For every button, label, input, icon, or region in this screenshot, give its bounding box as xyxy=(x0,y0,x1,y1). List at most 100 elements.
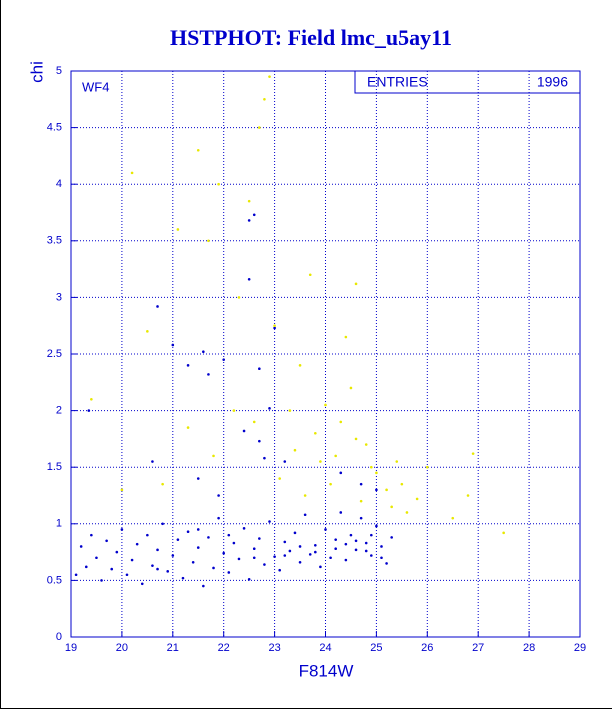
y-tick-label: 2.5 xyxy=(47,348,62,360)
x-axis-label: F814W xyxy=(299,661,354,680)
point xyxy=(380,556,383,560)
x-tick-label: 24 xyxy=(319,642,331,654)
point xyxy=(258,537,261,540)
point xyxy=(283,540,287,544)
point xyxy=(156,548,159,552)
point xyxy=(222,551,225,555)
point xyxy=(308,273,312,277)
point xyxy=(196,528,200,531)
point xyxy=(252,547,256,551)
point xyxy=(426,465,429,469)
point xyxy=(349,533,353,537)
point xyxy=(202,584,205,588)
point xyxy=(308,553,312,556)
stats-label: ENTRIES xyxy=(367,74,428,90)
point xyxy=(339,511,343,514)
point xyxy=(415,497,419,501)
point xyxy=(334,454,337,458)
point xyxy=(268,407,271,410)
point xyxy=(324,403,327,407)
point xyxy=(390,536,393,539)
point xyxy=(451,516,455,520)
point xyxy=(207,373,210,376)
point xyxy=(329,556,332,560)
point xyxy=(471,452,475,455)
point xyxy=(375,488,378,492)
point xyxy=(161,482,164,486)
x-tick-label: 27 xyxy=(472,642,484,654)
x-tick-label: 25 xyxy=(370,642,382,654)
point xyxy=(156,305,159,308)
point xyxy=(273,555,276,558)
point xyxy=(298,545,302,548)
point xyxy=(176,228,180,231)
x-tick-label: 22 xyxy=(218,642,230,654)
point xyxy=(298,364,302,367)
y-tick-label: 5 xyxy=(56,65,62,77)
y-tick-label: 4.5 xyxy=(47,122,62,134)
point xyxy=(237,296,241,299)
point xyxy=(283,554,287,557)
point xyxy=(380,545,383,548)
y-axis-label: chi xyxy=(27,61,46,83)
point xyxy=(176,538,180,541)
point xyxy=(207,536,210,539)
point xyxy=(314,431,317,435)
point xyxy=(252,420,256,424)
point xyxy=(344,558,348,562)
x-tick-label: 21 xyxy=(167,642,179,654)
point xyxy=(288,409,292,412)
point xyxy=(151,460,154,463)
x-tick-label: 19 xyxy=(65,642,77,654)
point xyxy=(227,533,231,537)
x-tick-label: 29 xyxy=(574,642,586,654)
point xyxy=(237,557,241,561)
point xyxy=(344,542,348,546)
point xyxy=(247,219,251,222)
point xyxy=(140,582,144,586)
point xyxy=(90,397,93,401)
point xyxy=(502,531,505,535)
point xyxy=(334,538,337,541)
point xyxy=(293,531,297,535)
point xyxy=(247,277,251,281)
point xyxy=(354,282,358,286)
point xyxy=(370,554,373,557)
point xyxy=(252,213,256,217)
point xyxy=(84,565,88,569)
point xyxy=(314,544,317,547)
point xyxy=(375,471,378,475)
point xyxy=(268,520,271,523)
point xyxy=(186,426,190,429)
point xyxy=(186,364,190,367)
point xyxy=(171,343,175,347)
point xyxy=(364,549,368,553)
point xyxy=(196,546,200,549)
point xyxy=(359,516,363,520)
point xyxy=(385,488,388,492)
point xyxy=(349,386,353,390)
point xyxy=(166,570,170,573)
point xyxy=(405,511,409,514)
point xyxy=(263,563,266,566)
point xyxy=(263,98,266,101)
y-tick-label: 4 xyxy=(56,178,62,190)
x-tick-label: 28 xyxy=(523,642,535,654)
point xyxy=(217,516,220,520)
point xyxy=(370,533,373,537)
point xyxy=(278,568,281,572)
point xyxy=(186,530,190,534)
point xyxy=(390,505,393,509)
point xyxy=(125,573,129,577)
point xyxy=(466,494,470,497)
panel-label: WF4 xyxy=(82,79,109,94)
point xyxy=(191,560,195,564)
y-tick-label: 0.5 xyxy=(47,574,62,586)
point xyxy=(359,482,363,486)
point xyxy=(242,527,246,530)
point xyxy=(196,148,200,152)
point xyxy=(252,556,256,560)
point xyxy=(303,494,307,497)
